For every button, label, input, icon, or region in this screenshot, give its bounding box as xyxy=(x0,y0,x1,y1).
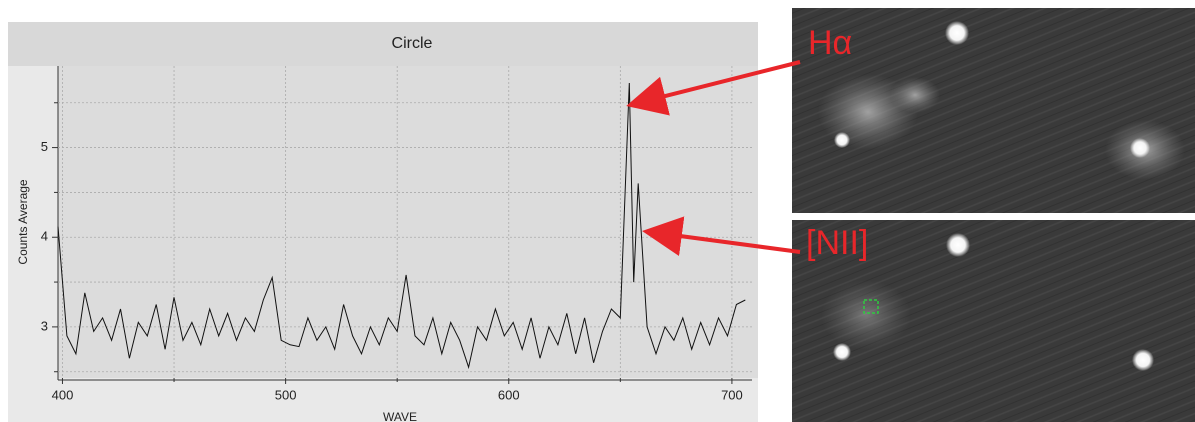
star xyxy=(1130,138,1150,158)
y-tick-label: 5 xyxy=(41,139,48,154)
nebula xyxy=(821,280,911,350)
star xyxy=(833,343,851,361)
x-axis-title: WAVE xyxy=(383,410,417,422)
star xyxy=(834,132,850,148)
y-axis-title: Counts Average xyxy=(16,179,30,264)
star xyxy=(945,21,969,45)
title-bar xyxy=(8,22,758,66)
nebula xyxy=(890,77,940,113)
x-tick-label: 500 xyxy=(275,387,297,402)
plot: 400 500 600 700 3 4 5 xyxy=(41,66,752,402)
series-line xyxy=(57,82,746,370)
arrow xyxy=(626,60,801,116)
star xyxy=(1132,349,1154,371)
region-marker xyxy=(863,299,879,314)
star xyxy=(946,233,970,257)
chart-title: Circle xyxy=(392,35,433,52)
x-tick-label: 400 xyxy=(52,387,74,402)
y-tick-label: 4 xyxy=(41,229,48,244)
y-tick-label: 3 xyxy=(41,318,48,333)
x-tick-label: 700 xyxy=(721,387,743,402)
x-tick-label: 600 xyxy=(498,387,520,402)
plot-area xyxy=(58,66,758,378)
annotation: [NII] xyxy=(806,224,868,262)
annotation: Hα xyxy=(808,24,852,62)
arrow xyxy=(642,216,801,257)
